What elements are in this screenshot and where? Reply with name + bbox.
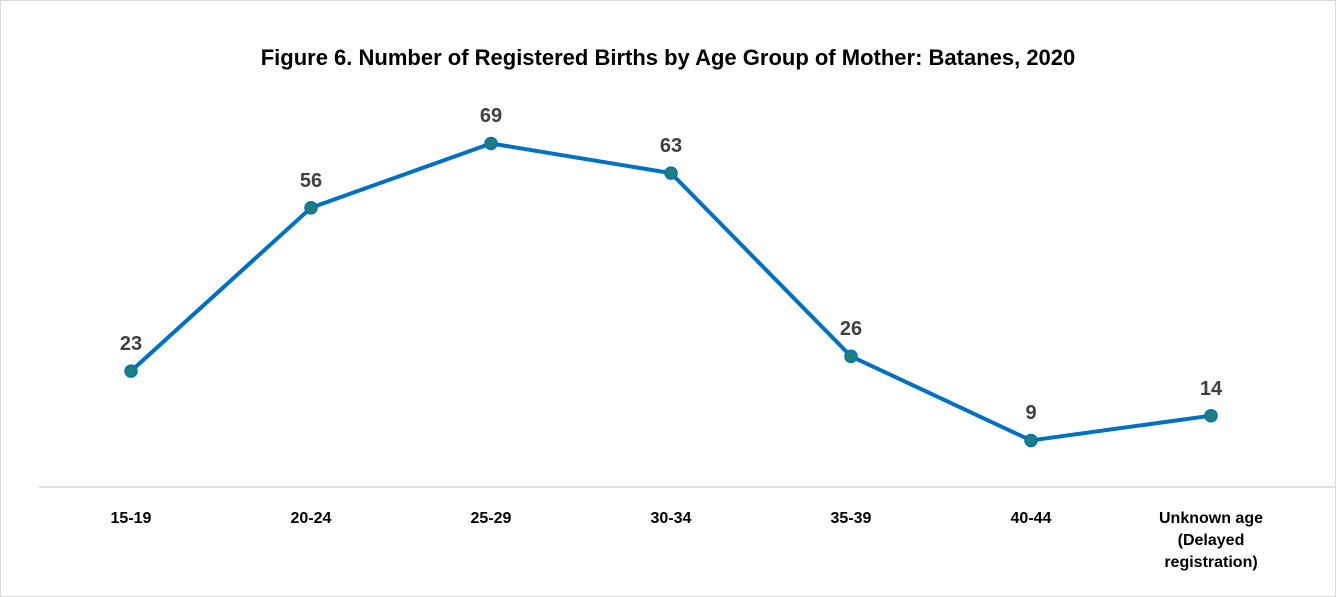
data-label: 69 [479,105,503,128]
marker [304,201,318,215]
marker [1204,408,1218,423]
x-tick-label: Unknown age (Delayed registration) [1158,510,1263,571]
marker [484,136,498,151]
x-tick-label: 30-34 [650,510,692,527]
marker [1024,433,1038,448]
data-label: 23 [119,333,143,356]
data-label: 63 [659,135,683,158]
marker [124,364,138,378]
x-tick-label: 40-44 [1010,510,1052,527]
data-label: 56 [299,169,323,192]
x-tick-label: 35-39 [830,510,872,527]
marker [844,349,858,364]
x-tick-label: 15-19 [110,510,152,527]
marker [664,166,678,180]
data-label: 9 [1025,402,1037,425]
chart-title: Figure 6. Number of Registered Births by… [260,45,1076,70]
x-tick-label: 25-29 [470,510,512,527]
data-label: 26 [839,318,863,341]
data-label: 14 [1199,377,1223,400]
x-tick-label: 20-24 [290,510,332,527]
